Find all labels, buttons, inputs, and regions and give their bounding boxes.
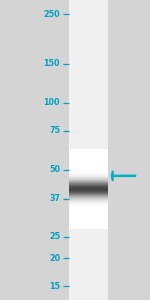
Text: 15: 15 [49,282,60,291]
Text: 20: 20 [49,254,60,263]
Text: 100: 100 [44,98,60,107]
Text: 250: 250 [43,10,60,19]
Text: 37: 37 [49,194,60,203]
Bar [69,0,108,300]
Text: 75: 75 [49,126,60,135]
Text: 150: 150 [44,59,60,68]
Text: 50: 50 [49,165,60,174]
Text: 25: 25 [49,232,60,241]
